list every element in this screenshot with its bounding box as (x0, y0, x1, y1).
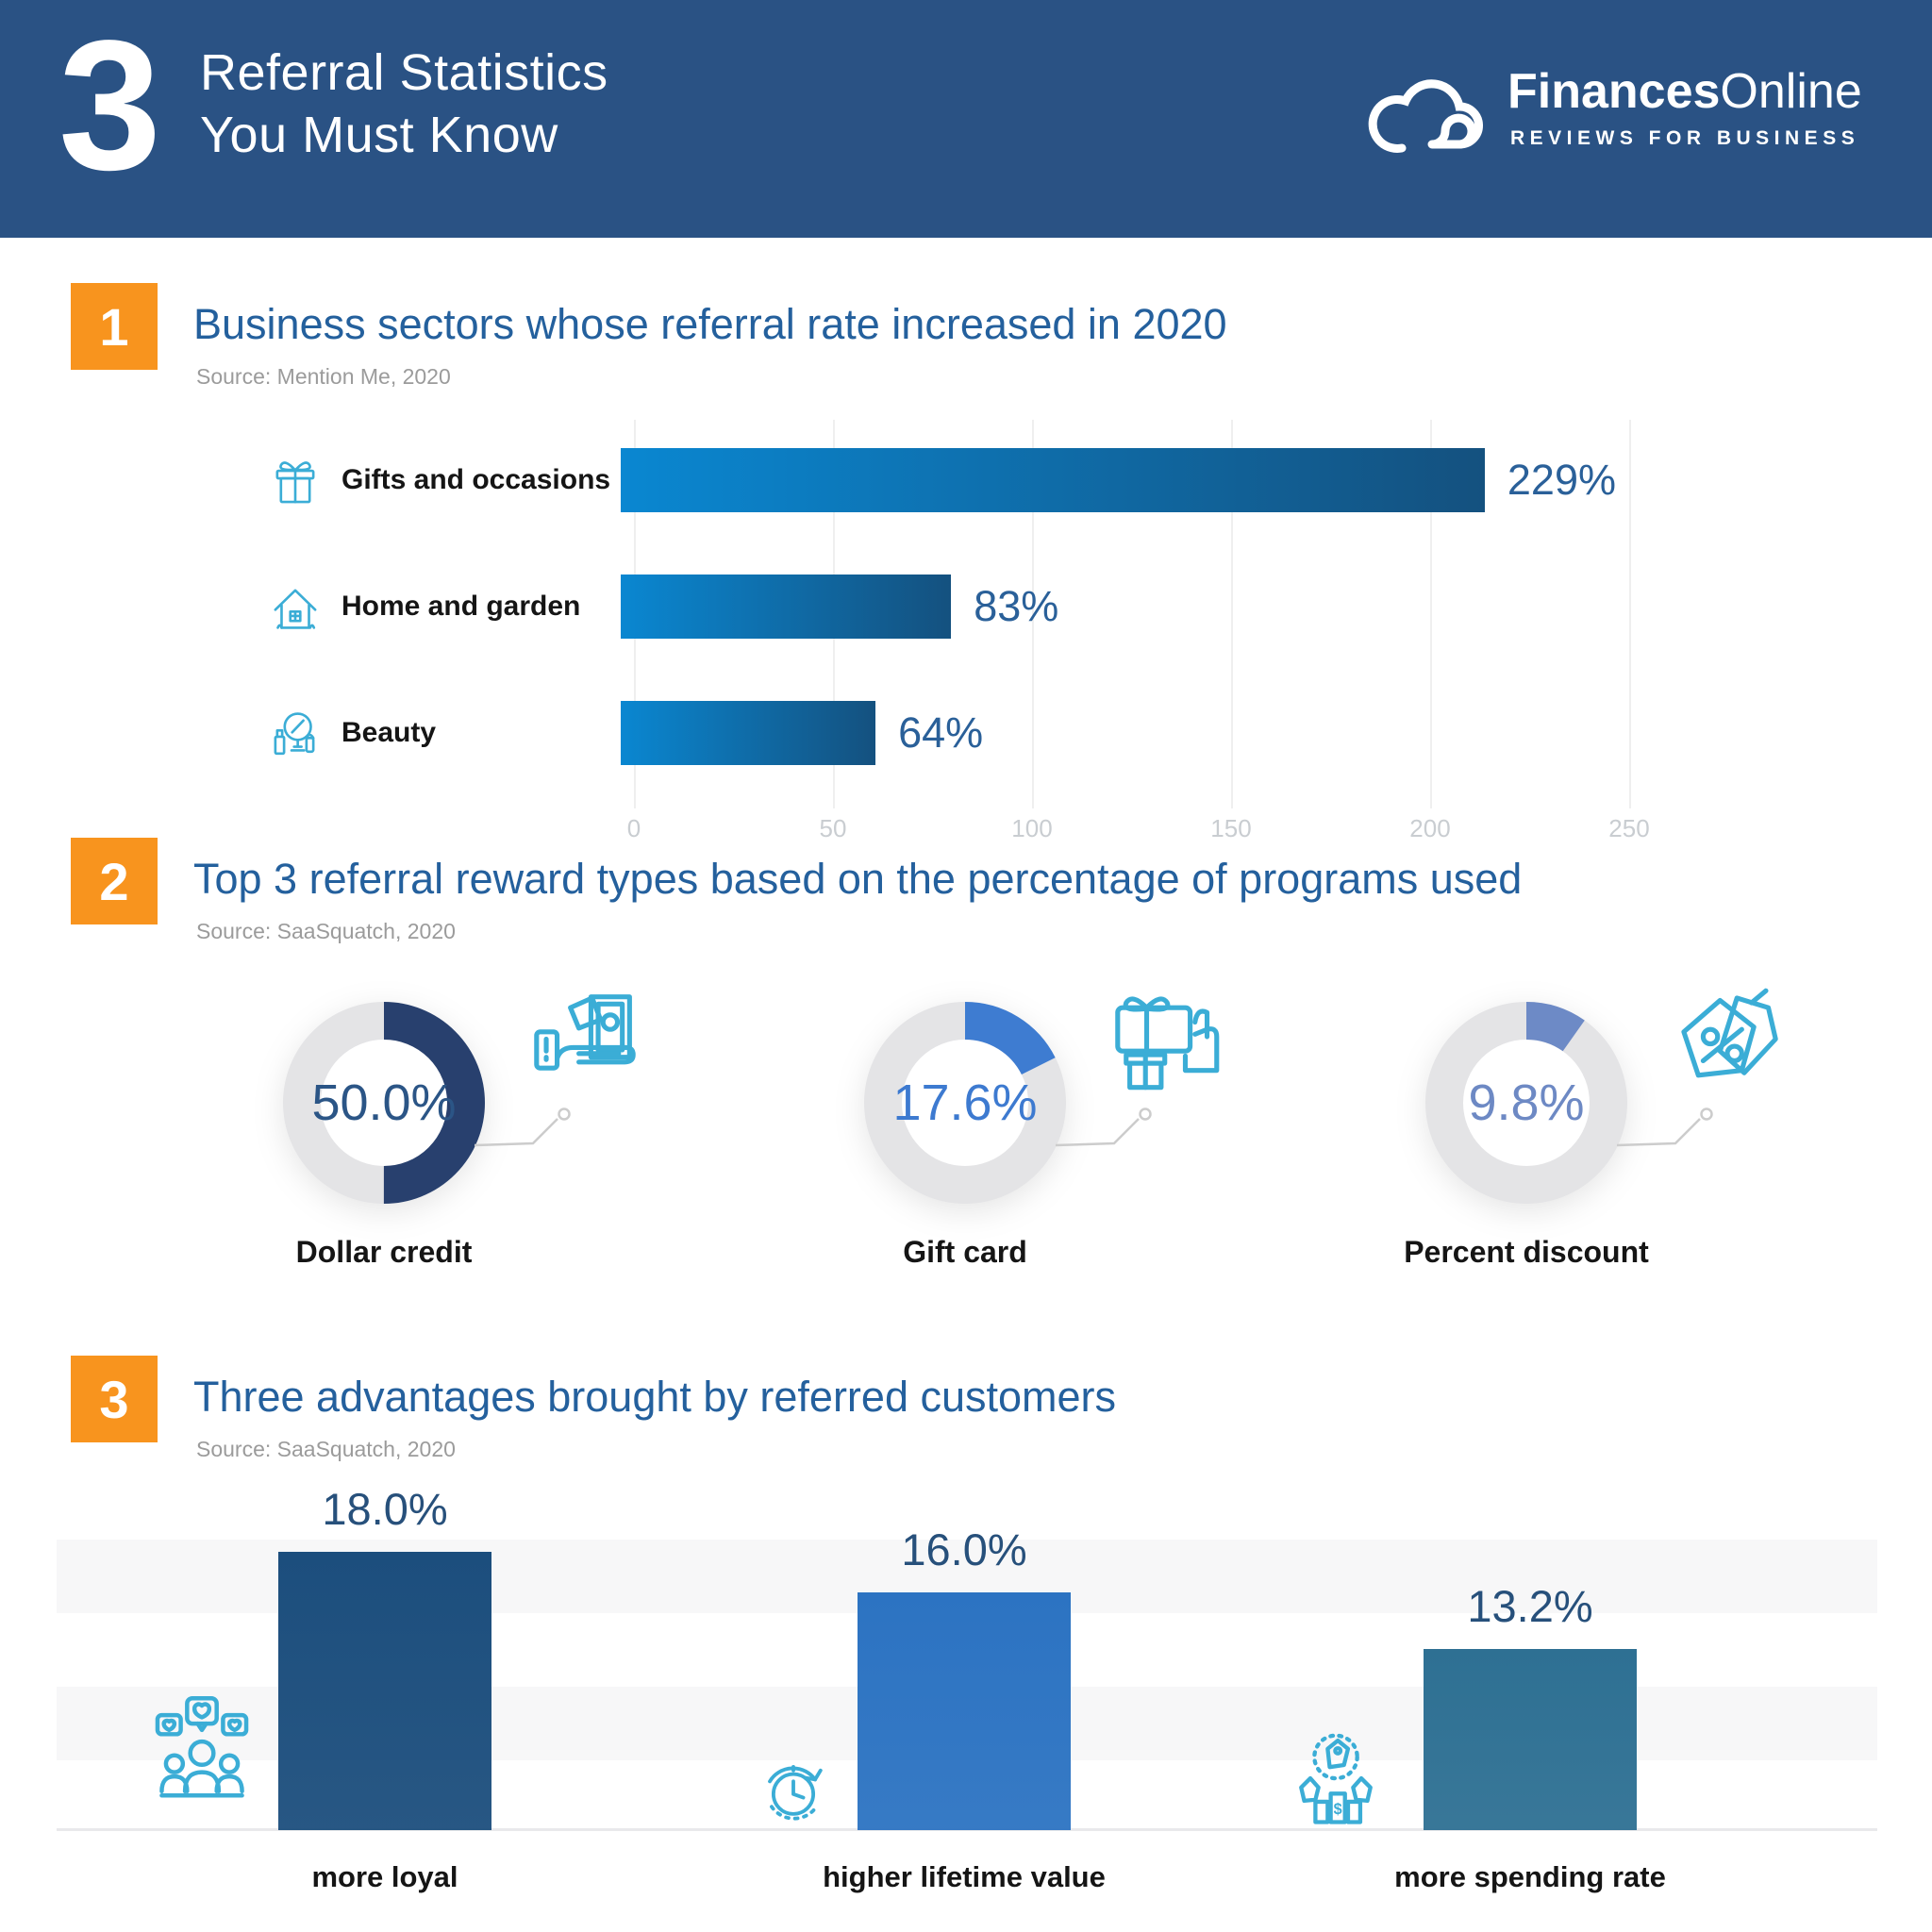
page-title-line2: You Must Know (200, 107, 558, 163)
x-axis-tick-label: 250 (1608, 814, 1650, 842)
bar-row-gifts: Gifts and occasions 229% (264, 447, 1616, 513)
home-garden-icon (274, 589, 317, 629)
connector-line (1617, 1108, 1713, 1147)
column-more-spending-rate: 13.2% (1424, 1481, 1637, 1830)
donut-category-label: Gift card (903, 1235, 1027, 1269)
section3-number-badge: 3 (71, 1356, 158, 1442)
bar-row-home: Home and garden 83% (264, 574, 1616, 640)
lifetime-value-icon (768, 1765, 823, 1821)
donut-chart (864, 1002, 1066, 1204)
column-bar (278, 1552, 491, 1830)
donut-gift-card: 17.6% Gift card (864, 996, 1220, 1285)
column-value-label: 16.0% (901, 1524, 1027, 1574)
beauty-icon (274, 712, 315, 756)
bar-category-label: Gifts and occasions (341, 464, 611, 495)
x-axis-tick-label: 0 (626, 814, 641, 842)
bar-track: 83% (621, 574, 1616, 640)
svg-text:$: $ (1334, 1801, 1342, 1818)
bar-track: 64% (621, 700, 1616, 766)
column-bar (1424, 1649, 1637, 1830)
gridline (1231, 420, 1233, 808)
page-title: Referral Statistics You Must Know (200, 42, 608, 166)
section2-number-badge: 2 (71, 838, 158, 924)
gift-icon (275, 461, 315, 504)
loyal-customers-icon (155, 1696, 249, 1798)
page-title-line1: Referral Statistics (200, 44, 608, 101)
column-category-label: more spending rate (1394, 1860, 1666, 1893)
column-more-loyal: 18.0% (278, 1481, 491, 1830)
column-higher-lifetime-value: 16.0% (858, 1481, 1071, 1830)
column-category-label: more loyal (311, 1860, 458, 1893)
gridline (1032, 420, 1034, 808)
logo-brand-light: Online (1720, 64, 1862, 119)
bar-value-label: 229% (1507, 456, 1616, 504)
donut-dollar-credit: 50.0% Dollar credit (283, 994, 636, 1285)
donut-percent-discount: 9.8% Percent discount (1404, 988, 1778, 1285)
bar-value-label: 83% (974, 582, 1059, 630)
bar-home (621, 575, 952, 639)
bar-category-label: Beauty (341, 717, 437, 748)
column-value-label: 18.0% (322, 1484, 448, 1534)
header-banner: 3 Referral Statistics You Must Know Fina… (0, 0, 1932, 238)
logo-tagline: REVIEWS FOR BUSINESS (1510, 127, 1860, 149)
donut-category-label: Percent discount (1404, 1235, 1649, 1269)
column-category-label: higher lifetime value (823, 1860, 1106, 1893)
donut-chart (283, 1002, 485, 1204)
donut-chart (1425, 1002, 1627, 1204)
section1-title: Business sectors whose referral rate inc… (193, 300, 1227, 348)
cash-in-hand-icon (534, 994, 636, 1071)
bar-category-label: Home and garden (341, 591, 581, 622)
column-bar (858, 1592, 1071, 1830)
section1-source: Source: Mention Me, 2020 (196, 364, 451, 389)
x-axis-tick-label: 200 (1409, 814, 1451, 842)
bar-row-beauty: Beauty 64% (264, 700, 1616, 766)
bar-track: 229% (621, 447, 1616, 513)
section3-source: Source: SaaSquatch, 2020 (196, 1437, 456, 1461)
gridline (1430, 420, 1432, 808)
x-axis-tick-label: 100 (1011, 814, 1053, 842)
section2-source: Source: SaaSquatch, 2020 (196, 919, 456, 943)
gift-card-icon (1115, 996, 1220, 1091)
cloud-logo-icon (1368, 79, 1483, 153)
connector-line (1056, 1108, 1152, 1147)
section1-number-badge: 1 (71, 283, 158, 370)
column-value-label: 13.2% (1467, 1581, 1593, 1631)
x-axis-tick-label: 150 (1210, 814, 1252, 842)
donut-percent-label: 50.0% (311, 1074, 457, 1131)
section3-title: Three advantages brought by referred cus… (193, 1373, 1117, 1421)
x-axis-tick-label: 50 (819, 814, 847, 842)
logo-brand-bold: Finances (1507, 64, 1721, 119)
finances-online-logo: FinancesOnline REVIEWS FOR BUSINESS (1358, 52, 1887, 184)
bar-beauty (621, 701, 876, 765)
spending-rate-icon: $ (1299, 1733, 1373, 1824)
logo-wordmark: FinancesOnline (1507, 63, 1862, 120)
bar-value-label: 64% (898, 708, 984, 757)
header-big-number: 3 (58, 2, 162, 208)
donut-percent-label: 9.8% (1468, 1074, 1585, 1131)
donut-percent-label: 17.6% (892, 1074, 1038, 1131)
bar-gifts (621, 448, 1485, 512)
donut-category-label: Dollar credit (295, 1235, 473, 1269)
gridline (1629, 420, 1631, 808)
connector-line (475, 1108, 571, 1147)
section2-title: Top 3 referral reward types based on the… (193, 855, 1523, 903)
discount-tags-icon (1681, 988, 1778, 1078)
